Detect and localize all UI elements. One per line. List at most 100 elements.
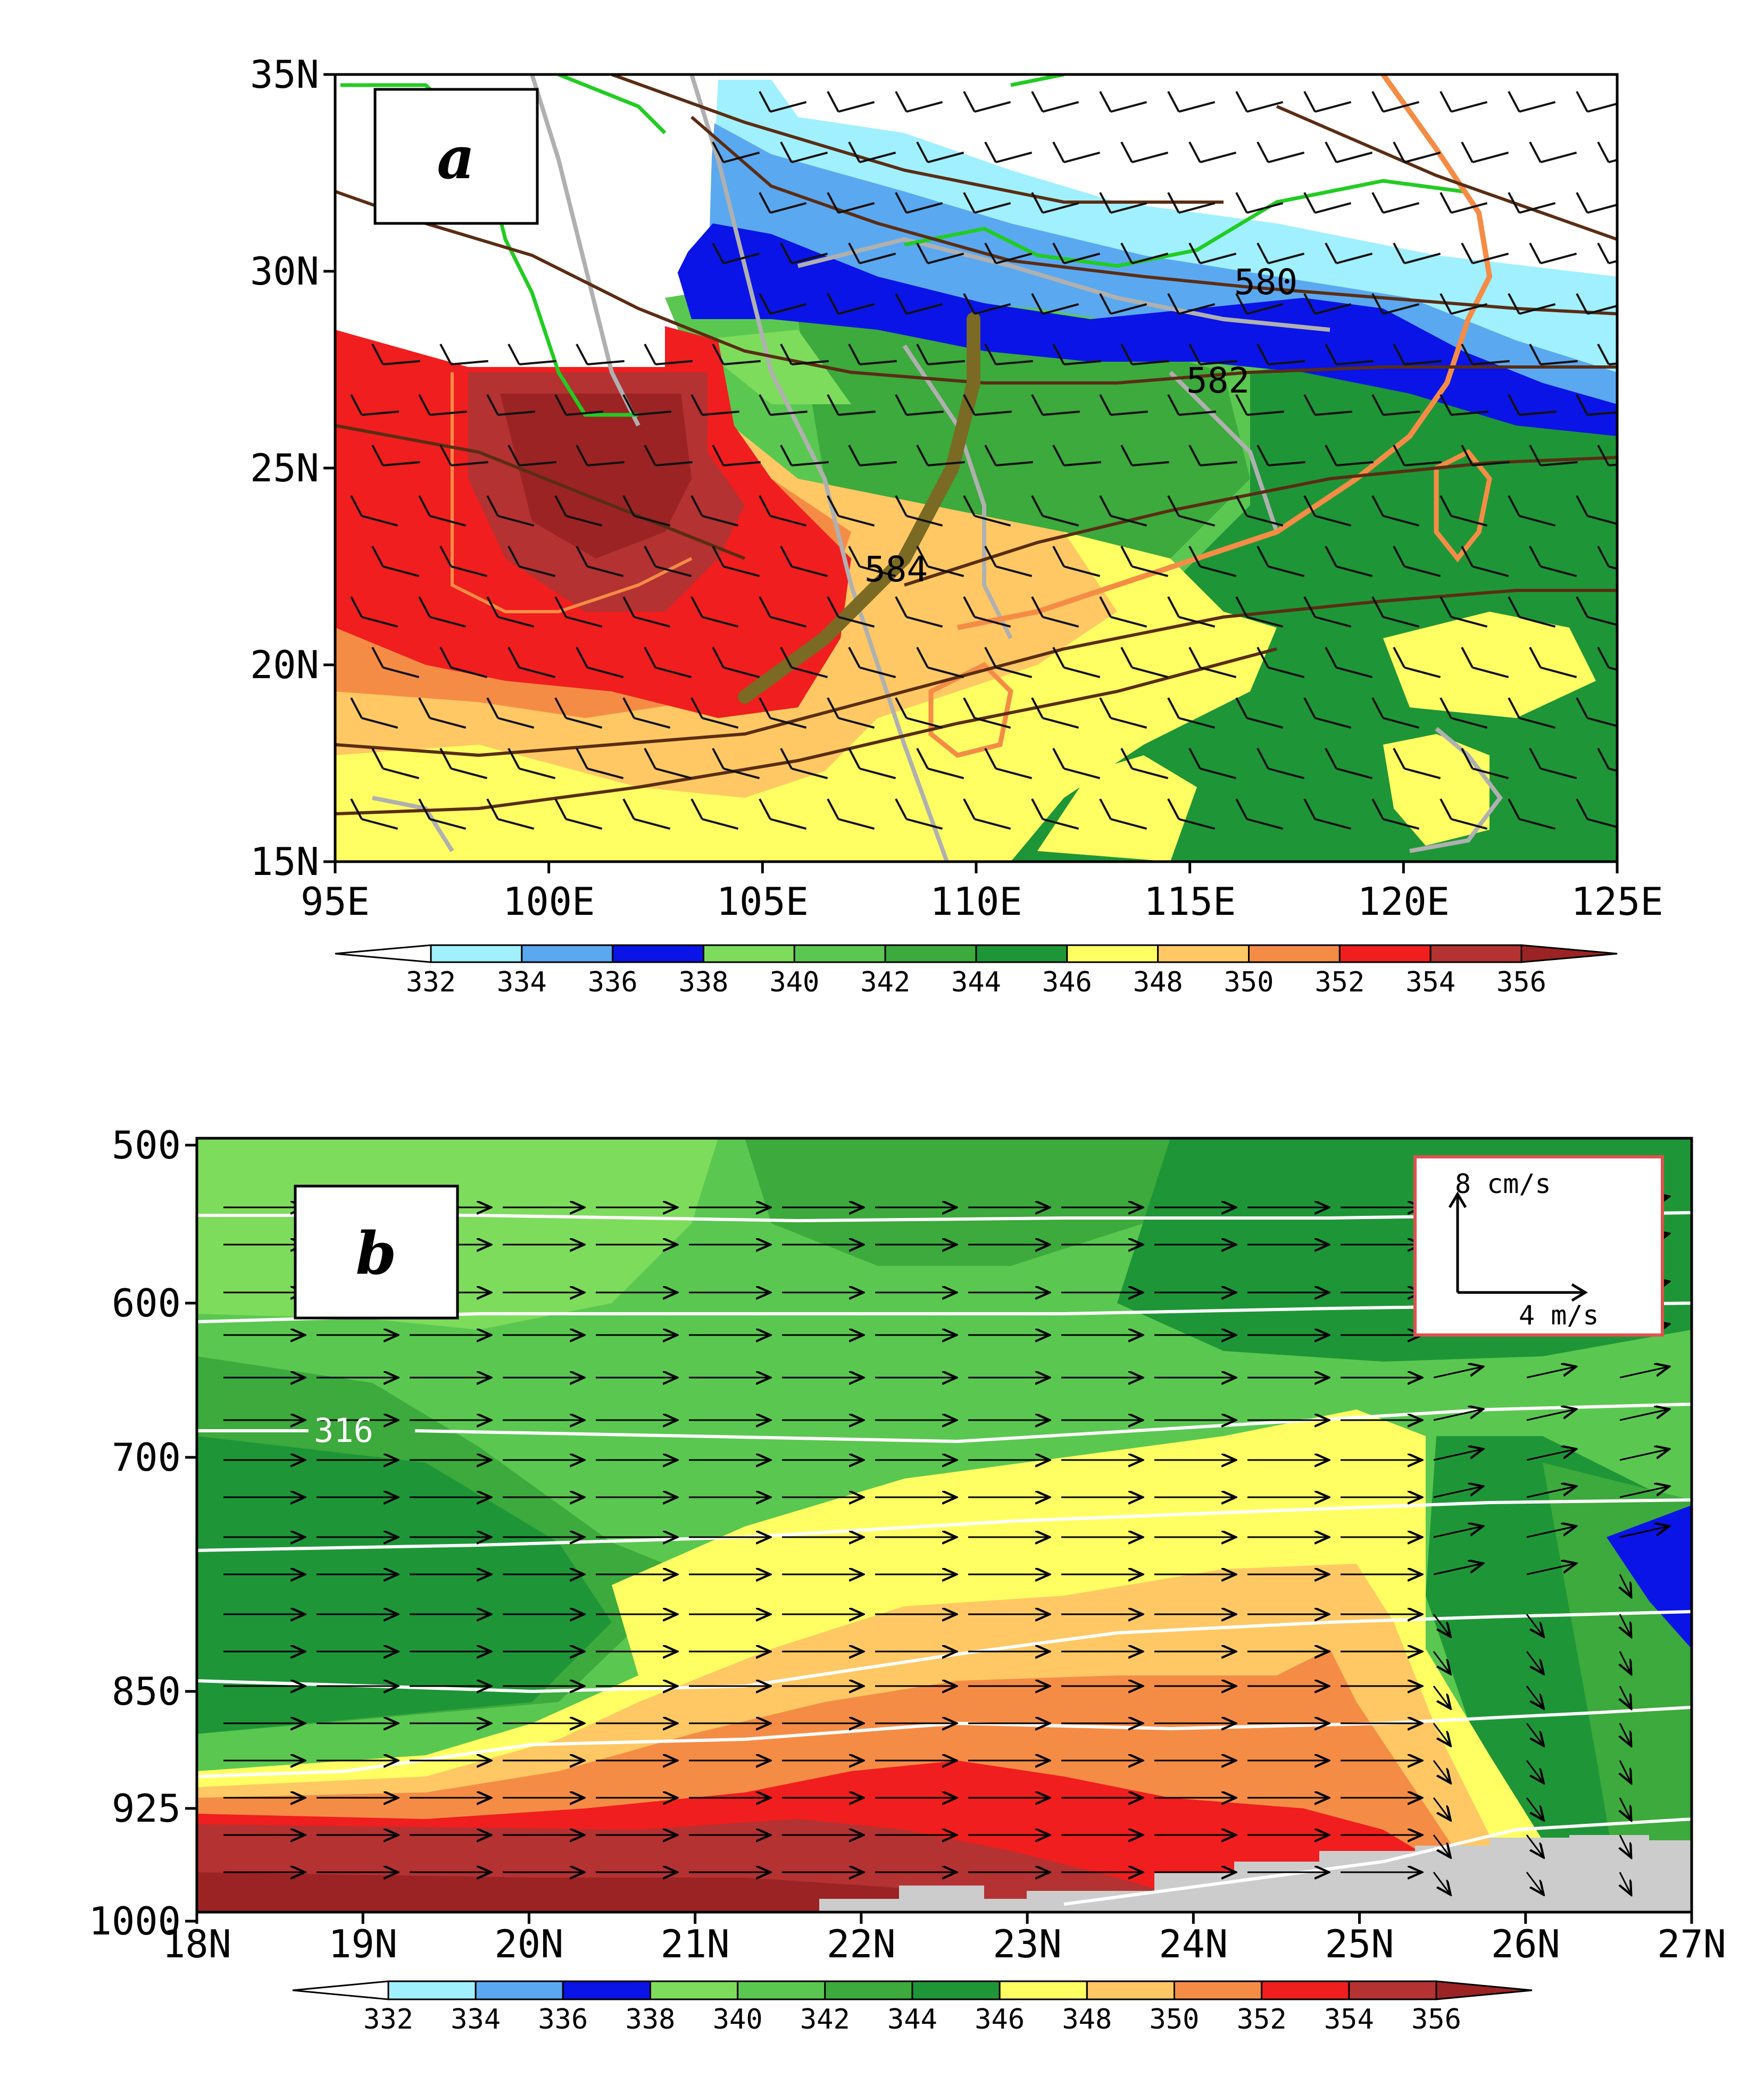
x-tick-label: 24N — [1159, 1922, 1228, 1966]
panel-b-axes: 18N 19N 20N 21N 22N 23N 24N 25N 26N 27N 500 600 700 8… — [89, 1123, 1726, 1966]
colorbar-upper-extend — [1435, 1980, 1533, 2000]
vector-legend: 8 cm/s 4 m/s — [1413, 1155, 1664, 1337]
panel-b-colorbar: 332 334 336 338 340 342 344 346 348 350 352 354 356 — [292, 1980, 1533, 2036]
colorbar-tick-label: 352 — [1314, 966, 1364, 998]
x-tick-label: 105E — [717, 879, 809, 924]
colorbar-tick-label: 336 — [538, 2004, 588, 2036]
colorbar-tick-label: 352 — [1237, 2004, 1287, 2036]
panel-a-label: a — [437, 123, 475, 192]
colorbar-swatch — [1248, 944, 1341, 963]
colorbar-tick-label: 350 — [1224, 966, 1274, 998]
colorbar-lower-extend — [335, 944, 432, 963]
colorbar-tick-label: 344 — [887, 2004, 937, 2036]
colorbar-swatch — [1338, 944, 1432, 963]
y-tick-label: 35N — [250, 52, 319, 97]
y-tick-label: 20N — [250, 643, 319, 687]
colorbar-tick-label: 338 — [626, 2004, 676, 2036]
colorbar-swatch — [1157, 944, 1250, 963]
panel-a-axes: 95E 100E 105E 110E 115E 120E 125E 35N 30N 25N 20N 1… — [250, 52, 1663, 924]
colorbar-swatch — [884, 944, 977, 963]
colorbar-tick-label: 334 — [451, 2004, 501, 2036]
colorbar-swatch — [824, 1980, 913, 2000]
x-tick-label: 25N — [1325, 1922, 1394, 1966]
x-tick-label: 110E — [930, 879, 1022, 924]
y-tick-label: 15N — [250, 839, 319, 884]
colorbar-swatch — [650, 1980, 739, 2000]
colorbar-tick-label: 348 — [1133, 966, 1183, 998]
colorbar-swatch — [612, 944, 704, 963]
contour-label-580: 580 — [1234, 262, 1297, 303]
y-tick-label: 25N — [250, 446, 319, 490]
x-tick-label: 22N — [827, 1922, 896, 1966]
colorbar-tick-label: 332 — [406, 966, 456, 998]
isentrope-label-316: 316 — [314, 1411, 373, 1450]
x-tick-label: 26N — [1491, 1922, 1560, 1966]
colorbar-tick-label: 334 — [497, 966, 547, 998]
colorbar-tick-label: 354 — [1324, 2004, 1374, 2036]
x-tick-label: 125E — [1571, 879, 1663, 924]
colorbar-swatch — [975, 944, 1068, 963]
colorbar-tick-label: 332 — [363, 2004, 413, 2036]
y-tick-label: 500 — [112, 1123, 181, 1167]
colorbar-swatch — [1086, 1980, 1176, 2000]
colorbar-tick-label: 356 — [1496, 966, 1546, 998]
colorbar-upper-extend — [1520, 944, 1618, 963]
x-tick-label: 18N — [162, 1922, 231, 1966]
colorbar-swatch — [737, 1980, 826, 2000]
y-tick-label: 30N — [250, 249, 319, 294]
wind-barbs — [350, 91, 1617, 830]
colorbar-tick-label: 338 — [679, 966, 729, 998]
y-tick-label: 1000 — [89, 1899, 181, 1943]
colorbar-swatch — [475, 1980, 564, 2000]
colorbar-swatch — [1429, 944, 1522, 963]
colorbar-swatch — [562, 1980, 652, 2000]
colorbar-tick-label: 346 — [975, 2004, 1025, 2036]
colorbar-swatch — [999, 1980, 1088, 2000]
panel-a-map — [335, 74, 1617, 862]
x-tick-label: 120E — [1358, 879, 1450, 924]
colorbar-swatch — [703, 944, 795, 963]
colorbar-tick-label: 356 — [1411, 2004, 1461, 2036]
x-tick-label: 20N — [494, 1922, 563, 1966]
x-tick-label: 19N — [328, 1922, 397, 1966]
colorbar-tick-label: 344 — [951, 966, 1001, 998]
panel-b-label: b — [356, 1219, 397, 1288]
contour-label-582: 582 — [1186, 360, 1250, 401]
panel-a-label-box: a — [373, 88, 539, 225]
colorbar-lower-extend — [292, 1980, 389, 2000]
colorbar-tick-label: 342 — [800, 2004, 850, 2036]
colorbar-swatch — [1348, 1980, 1437, 2000]
y-tick-label: 925 — [112, 1786, 181, 1831]
colorbar-tick-label: 350 — [1150, 2004, 1200, 2036]
panel-a-colorbar: 332 334 336 338 340 342 344 346 348 350 352 354 356 — [335, 944, 1618, 998]
colorbar-swatch — [430, 944, 523, 963]
colorbar-swatch — [1174, 1980, 1263, 2000]
colorbar-tick-label: 342 — [860, 966, 910, 998]
colorbar-swatch — [387, 1980, 477, 2000]
x-tick-label: 100E — [503, 879, 595, 924]
vector-legend-horizontal: 4 m/s — [1519, 1300, 1599, 1331]
x-tick-label: 23N — [993, 1922, 1062, 1966]
colorbar-swatch — [1066, 944, 1159, 963]
colorbar-swatch — [1261, 1980, 1350, 2000]
x-tick-label: 27N — [1657, 1922, 1726, 1966]
panel-b-label-box: b — [294, 1185, 459, 1320]
vector-legend-vertical: 8 cm/s — [1455, 1169, 1551, 1199]
colorbar-swatch — [911, 1980, 1001, 2000]
colorbar-tick-label: 340 — [713, 2004, 763, 2036]
x-tick-label: 115E — [1144, 879, 1236, 924]
panel-b-frame — [195, 1137, 1693, 1914]
colorbar-tick-label: 340 — [769, 966, 819, 998]
x-tick-label: 21N — [661, 1922, 730, 1966]
colorbar-tick-label: 346 — [1042, 966, 1092, 998]
colorbar-tick-label: 348 — [1062, 2004, 1112, 2036]
colorbar-swatch — [793, 944, 886, 963]
colorbar-tick-label: 336 — [588, 966, 638, 998]
y-tick-label: 600 — [112, 1281, 181, 1325]
contour-label-584: 584 — [864, 549, 928, 590]
colorbar-swatch — [521, 944, 614, 963]
y-tick-label: 700 — [112, 1435, 181, 1480]
y-tick-label: 850 — [112, 1669, 181, 1714]
x-tick-label: 95E — [301, 879, 370, 924]
